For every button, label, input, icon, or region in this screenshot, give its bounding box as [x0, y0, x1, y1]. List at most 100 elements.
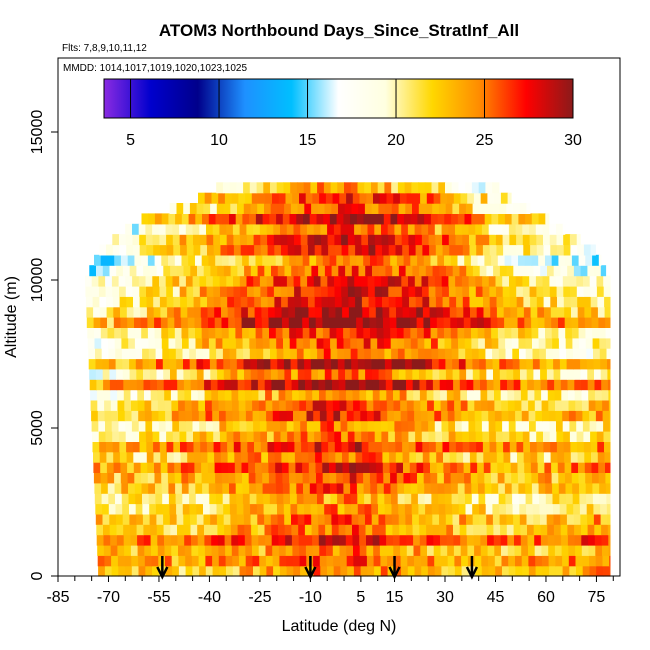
heatmap-cell — [426, 192, 435, 204]
heatmap-cell — [513, 379, 521, 391]
heatmap-cell — [538, 472, 546, 484]
heatmap-cell — [373, 399, 381, 411]
heatmap-cell — [420, 544, 428, 556]
heatmap-cell — [402, 451, 410, 463]
heatmap-cell — [595, 410, 604, 422]
heatmap-cell — [365, 265, 373, 277]
heatmap-cell — [445, 368, 454, 380]
heatmap-cell — [482, 244, 491, 256]
heatmap-cell — [172, 223, 180, 235]
heatmap-cell — [179, 420, 187, 432]
heatmap-cell — [521, 399, 529, 411]
heatmap-cell — [456, 462, 465, 473]
heatmap-cell — [260, 244, 269, 256]
heatmap-cell — [535, 223, 544, 235]
heatmap-cell — [329, 327, 337, 339]
heatmap-cell — [509, 234, 517, 246]
heatmap-cell — [582, 565, 590, 577]
heatmap-cell — [238, 534, 246, 546]
heatmap-cell — [509, 244, 518, 256]
heatmap-cell — [223, 513, 231, 525]
heatmap-cell — [472, 358, 480, 370]
heatmap-cell — [593, 358, 601, 370]
heatmap-cell — [147, 327, 156, 339]
heatmap-cell — [221, 317, 229, 328]
heatmap-cell — [483, 317, 492, 328]
heatmap-cell — [512, 493, 520, 505]
heatmap-cell — [602, 410, 610, 422]
heatmap-cell — [161, 213, 169, 225]
heatmap-cell — [208, 254, 216, 266]
heatmap-cell — [286, 275, 295, 287]
heatmap-cell — [92, 441, 100, 453]
heatmap-cell — [272, 192, 280, 204]
heatmap-cell — [527, 379, 535, 391]
heatmap-cell — [453, 389, 461, 401]
heatmap-cell — [605, 472, 611, 484]
heatmap-cell — [151, 399, 159, 411]
heatmap-cell — [122, 368, 131, 380]
heatmap-cell — [353, 555, 361, 567]
heatmap-cell — [498, 482, 506, 494]
heatmap-cell — [200, 296, 208, 308]
heatmap-cell — [237, 203, 245, 214]
heatmap-cell — [397, 493, 405, 505]
heatmap-cell — [272, 544, 280, 556]
heatmap-cell — [102, 503, 110, 515]
heatmap-cell — [490, 462, 498, 473]
heatmap-cell — [268, 451, 276, 463]
heatmap-cell — [209, 503, 217, 515]
heatmap-cell — [383, 337, 392, 349]
heatmap-cell — [310, 182, 318, 194]
heatmap-cell — [381, 275, 389, 287]
heatmap-cell — [417, 493, 426, 505]
heatmap-cell — [417, 254, 425, 266]
heatmap-cell — [248, 472, 256, 484]
heatmap-cell — [284, 265, 292, 277]
heatmap-cell — [121, 482, 129, 494]
heatmap-cell — [526, 358, 534, 370]
heatmap-cell — [422, 244, 430, 256]
heatmap-cell — [332, 399, 341, 411]
heatmap-cell — [363, 337, 371, 349]
heatmap-cell — [594, 389, 603, 401]
heatmap-cell — [444, 254, 452, 266]
heatmap-cell — [433, 399, 442, 411]
heatmap-cell — [563, 244, 571, 256]
heatmap-cell — [115, 348, 123, 360]
heatmap-cell — [200, 451, 208, 463]
heatmap-cell — [396, 327, 405, 339]
heatmap-cell — [281, 451, 289, 463]
heatmap-cell — [374, 565, 382, 577]
heatmap-cell — [604, 441, 611, 453]
heatmap-cell — [400, 544, 408, 556]
heatmap-cell — [544, 317, 552, 328]
heatmap-cell — [283, 348, 291, 360]
heatmap-cell — [591, 306, 599, 318]
heatmap-cell — [255, 317, 263, 328]
heatmap-cell — [492, 503, 500, 515]
heatmap-cell — [577, 296, 585, 308]
heatmap-cell — [126, 306, 135, 318]
heatmap-cell — [418, 513, 427, 525]
x-tick-label: 30 — [436, 589, 454, 606]
heatmap-cell — [493, 524, 501, 536]
heatmap-cell — [338, 368, 346, 380]
heatmap-cell — [208, 472, 216, 484]
heatmap-cell — [420, 192, 428, 204]
heatmap-cell — [413, 534, 421, 546]
heatmap-cell — [420, 555, 428, 567]
heatmap-cell — [128, 482, 136, 494]
heatmap-cell — [296, 493, 305, 505]
heatmap-cell — [339, 192, 347, 204]
heatmap-cell — [309, 472, 317, 484]
heatmap-cell — [143, 379, 151, 391]
heatmap-cell — [569, 275, 577, 287]
heatmap-cell — [556, 223, 564, 235]
heatmap-cell — [336, 327, 344, 339]
heatmap-cell — [603, 431, 611, 442]
heatmap-cell — [394, 275, 402, 287]
heatmap-cell — [507, 379, 515, 391]
heatmap-cell — [126, 244, 134, 256]
heatmap-cell — [180, 296, 188, 308]
